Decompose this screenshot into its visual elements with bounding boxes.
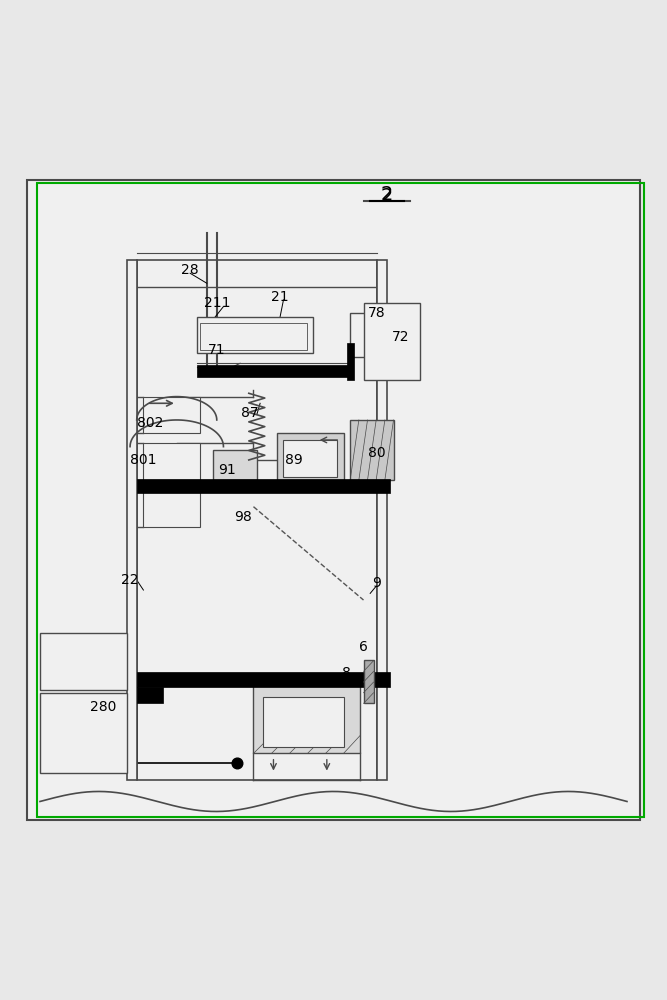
Bar (347, 343, 354, 380)
Bar (40, 633, 127, 690)
Text: 98: 98 (235, 510, 252, 524)
Bar (137, 260, 377, 780)
Bar (137, 479, 390, 493)
Text: 2: 2 (381, 185, 393, 204)
Bar (277, 433, 344, 480)
Bar (197, 317, 313, 353)
Text: 91: 91 (218, 463, 235, 477)
Text: 2: 2 (381, 187, 393, 206)
Bar (137, 687, 163, 703)
Bar (350, 313, 394, 357)
Bar (364, 303, 420, 380)
Bar (350, 420, 394, 480)
Text: 21: 21 (271, 290, 289, 304)
Text: 72: 72 (392, 330, 409, 344)
Bar (377, 260, 387, 780)
Text: 211: 211 (203, 296, 230, 310)
Text: 801: 801 (130, 453, 157, 467)
Bar (364, 660, 374, 703)
Text: 71: 71 (208, 343, 225, 357)
Bar (127, 260, 137, 780)
Bar (143, 397, 200, 433)
Bar (143, 443, 200, 480)
Bar (283, 440, 337, 477)
Text: 802: 802 (137, 416, 163, 430)
Bar (263, 697, 344, 747)
Text: 6: 6 (359, 640, 368, 654)
Text: 9: 9 (372, 576, 382, 590)
Text: 89: 89 (285, 453, 302, 467)
Text: 81: 81 (211, 673, 229, 687)
Bar (197, 365, 350, 377)
Bar (143, 490, 200, 527)
Text: 87: 87 (241, 406, 259, 420)
Bar (200, 323, 307, 350)
Text: 22: 22 (121, 573, 139, 587)
Bar (137, 672, 390, 687)
Text: 28: 28 (181, 263, 199, 277)
Bar (253, 683, 360, 753)
Bar (40, 693, 127, 773)
Text: 280: 280 (90, 700, 117, 714)
Text: 8: 8 (342, 666, 352, 680)
Bar (213, 450, 257, 480)
Text: 78: 78 (368, 306, 386, 320)
Text: 80: 80 (368, 446, 386, 460)
Circle shape (232, 758, 243, 769)
